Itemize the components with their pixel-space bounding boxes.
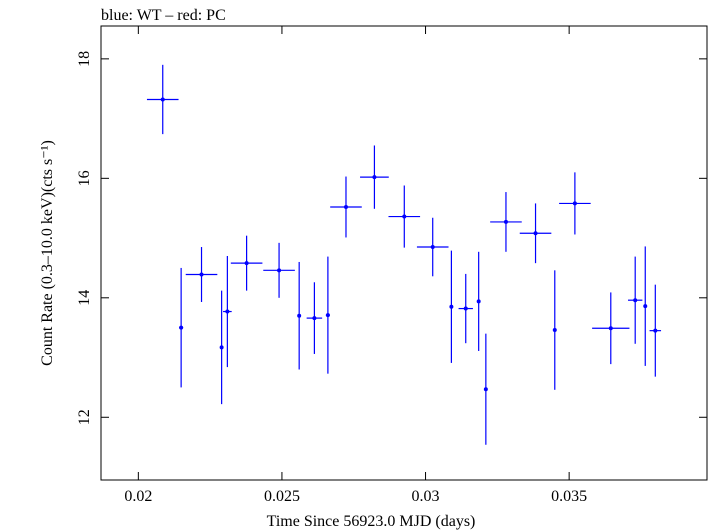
data-point <box>643 246 648 366</box>
data-marker <box>179 325 184 330</box>
data-marker <box>312 316 317 321</box>
data-point <box>519 203 552 264</box>
axis-ticks <box>101 26 707 480</box>
data-point <box>360 145 389 209</box>
data-marker <box>633 298 638 303</box>
data-marker <box>483 387 488 392</box>
x-axis-label: Time Since 56923.0 MJD (days) <box>267 513 476 530</box>
data-marker <box>449 304 454 309</box>
data-point <box>325 256 330 374</box>
data-marker <box>430 245 435 250</box>
data-marker <box>372 175 377 180</box>
data-points <box>146 64 662 445</box>
data-point <box>649 284 662 377</box>
data-point <box>483 333 488 445</box>
data-point <box>179 267 184 388</box>
data-marker <box>533 231 538 236</box>
chart-title: blue: WT – red: PC <box>101 7 226 24</box>
data-point <box>146 64 179 135</box>
x-tick-label: 0.025 <box>264 488 300 505</box>
data-marker <box>297 313 302 318</box>
data-marker <box>219 345 224 350</box>
data-marker <box>199 272 204 277</box>
data-marker <box>572 201 577 206</box>
plot-frame <box>100 25 708 481</box>
data-point <box>219 290 224 405</box>
data-marker <box>643 304 648 309</box>
data-point <box>185 247 218 302</box>
data-marker <box>325 313 330 318</box>
data-point <box>476 251 481 351</box>
data-point <box>458 273 473 344</box>
data-marker <box>160 97 165 102</box>
data-marker <box>463 306 468 311</box>
data-marker <box>277 268 282 273</box>
data-point <box>490 192 522 252</box>
data-marker <box>503 219 508 224</box>
x-tick-label: 0.03 <box>412 488 440 505</box>
data-point <box>552 270 557 390</box>
data-marker <box>343 205 348 210</box>
data-point <box>230 235 263 291</box>
y-tick-label: 18 <box>76 51 93 67</box>
y-tick-label: 12 <box>76 409 93 425</box>
data-marker <box>402 214 407 219</box>
tick-labels: 0.02 0.025 0.03 0.035 12 14 16 18 <box>76 51 587 505</box>
y-tick-label: 16 <box>76 170 93 186</box>
data-marker <box>653 328 658 333</box>
y-tick-label: 14 <box>76 290 93 306</box>
data-point <box>628 256 643 344</box>
data-marker <box>608 326 613 331</box>
data-point <box>449 250 454 363</box>
data-point <box>297 261 302 370</box>
data-point <box>592 292 630 365</box>
data-point <box>263 242 295 298</box>
data-point <box>330 176 362 238</box>
data-point <box>388 185 421 248</box>
data-marker <box>552 328 557 333</box>
data-point <box>306 282 323 354</box>
x-tick-label: 0.035 <box>551 488 587 505</box>
data-point <box>559 172 591 235</box>
x-tick-label: 0.02 <box>124 488 152 505</box>
data-marker <box>244 261 249 266</box>
y-axis-label: Count Rate (0.3–10.0 keV)(cts s⁻¹) <box>39 140 56 366</box>
data-marker <box>476 299 481 304</box>
data-point <box>223 255 232 368</box>
data-point <box>416 217 449 277</box>
data-marker <box>225 309 230 314</box>
